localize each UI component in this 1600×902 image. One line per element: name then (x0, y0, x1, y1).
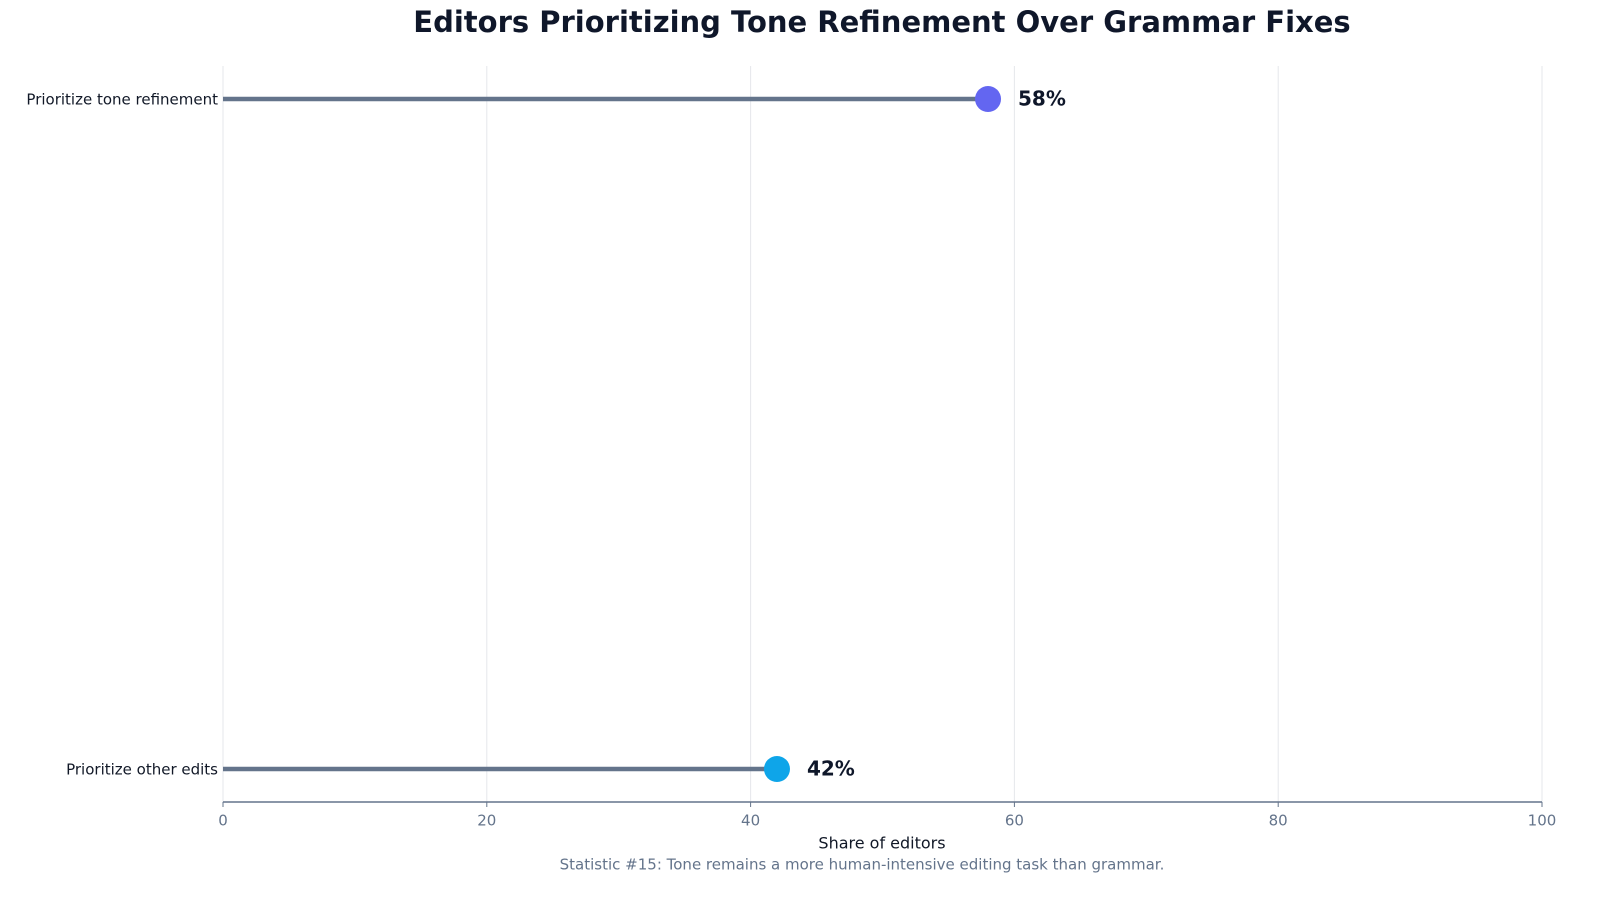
chart-title: Editors Prioritizing Tone Refinement Ove… (413, 5, 1350, 39)
caption: Statistic #15: Tone remains a more human… (560, 856, 1165, 874)
y-tick-label: Prioritize tone refinement (26, 91, 218, 109)
x-tick-label: 100 (1528, 812, 1557, 830)
dot (763, 756, 790, 782)
x-tick-label: 40 (741, 812, 760, 830)
y-tick-label: Prioritize other edits (66, 761, 218, 779)
dot (975, 86, 1002, 112)
x-axis-label: Share of editors (818, 834, 945, 853)
value-label: 58% (1018, 87, 1066, 111)
value-label: 42% (807, 757, 855, 781)
x-tick-label: 60 (1005, 812, 1024, 830)
x-tick-label: 0 (218, 812, 228, 830)
x-tick-label: 80 (1269, 812, 1288, 830)
x-tick-label: 20 (477, 812, 496, 830)
